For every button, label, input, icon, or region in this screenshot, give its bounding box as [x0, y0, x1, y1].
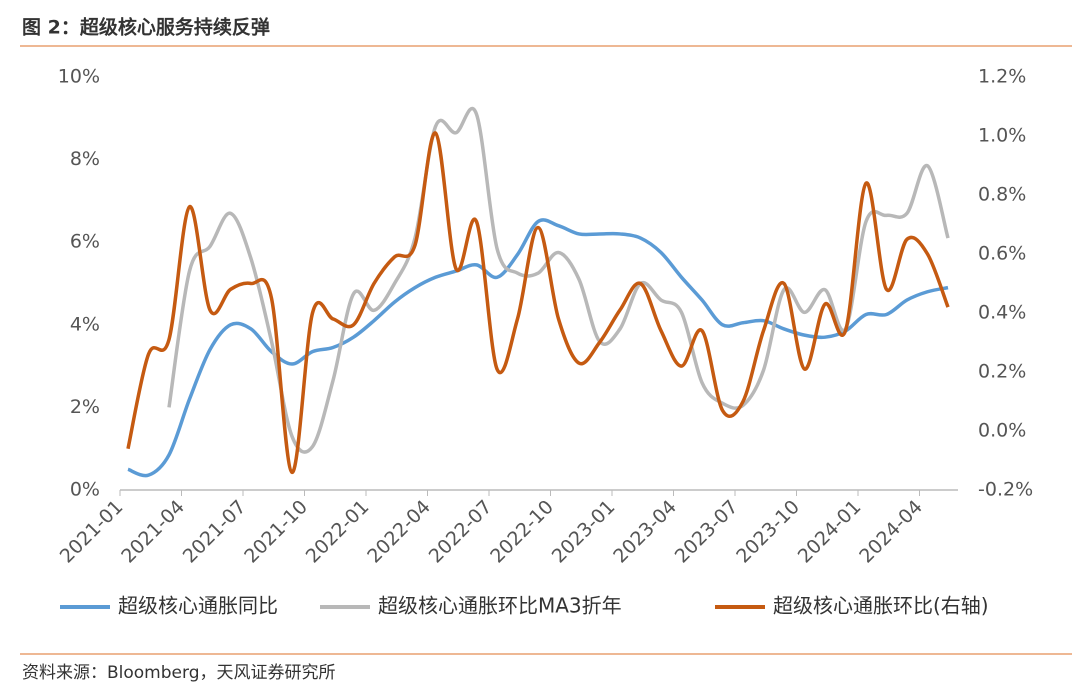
y-tick-label: 0% — [70, 479, 100, 501]
y2-tick-label: 0.6% — [978, 243, 1026, 265]
x-tick-label: 2021-01 — [56, 496, 128, 568]
y-tick-label: 6% — [70, 231, 100, 253]
y2-tick-label: 1.2% — [978, 66, 1026, 88]
series-line — [167, 106, 950, 454]
source-note: 资料来源：Bloomberg，天风证券研究所 — [22, 663, 335, 683]
chart-title: 图 2：超级核心服务持续反弹 — [22, 16, 270, 39]
x-tick-label: 2023-07 — [671, 496, 743, 568]
series-line — [127, 218, 949, 478]
x-tick-label: 2021-10 — [240, 496, 312, 568]
x-tick-label: 2023-01 — [548, 496, 620, 568]
y-tick-label: 2% — [70, 396, 100, 418]
x-tick-label: 2022-04 — [363, 496, 435, 568]
y2-tick-label: 0.4% — [978, 302, 1026, 324]
y2-tick-label: 0.2% — [978, 361, 1026, 383]
series-line — [126, 131, 950, 475]
x-tick-label: 2024-04 — [855, 496, 927, 568]
x-tick-label: 2021-04 — [117, 496, 189, 568]
x-tick-label: 2024-01 — [794, 496, 866, 568]
x-tick-label: 2023-10 — [732, 496, 804, 568]
y-tick-label: 8% — [70, 148, 100, 170]
legend-label: 超级核心通胀环比(右轴) — [773, 594, 989, 618]
legend-label: 超级核心通胀环比MA3折年 — [378, 594, 622, 618]
y2-tick-label: 1.0% — [978, 125, 1026, 147]
y2-tick-label: 0.0% — [978, 420, 1026, 442]
y-tick-label: 4% — [70, 313, 100, 335]
y2-tick-label: -0.2% — [978, 479, 1033, 501]
x-tick-label: 2022-01 — [302, 496, 374, 568]
y2-tick-label: 0.8% — [978, 184, 1026, 206]
x-tick-label: 2023-04 — [609, 496, 681, 568]
x-tick-label: 2022-10 — [486, 496, 558, 568]
y-tick-label: 10% — [58, 66, 100, 88]
x-tick-label: 2022-07 — [425, 496, 497, 568]
x-tick-label: 2021-07 — [179, 496, 251, 568]
legend-label: 超级核心通胀同比 — [118, 594, 278, 618]
